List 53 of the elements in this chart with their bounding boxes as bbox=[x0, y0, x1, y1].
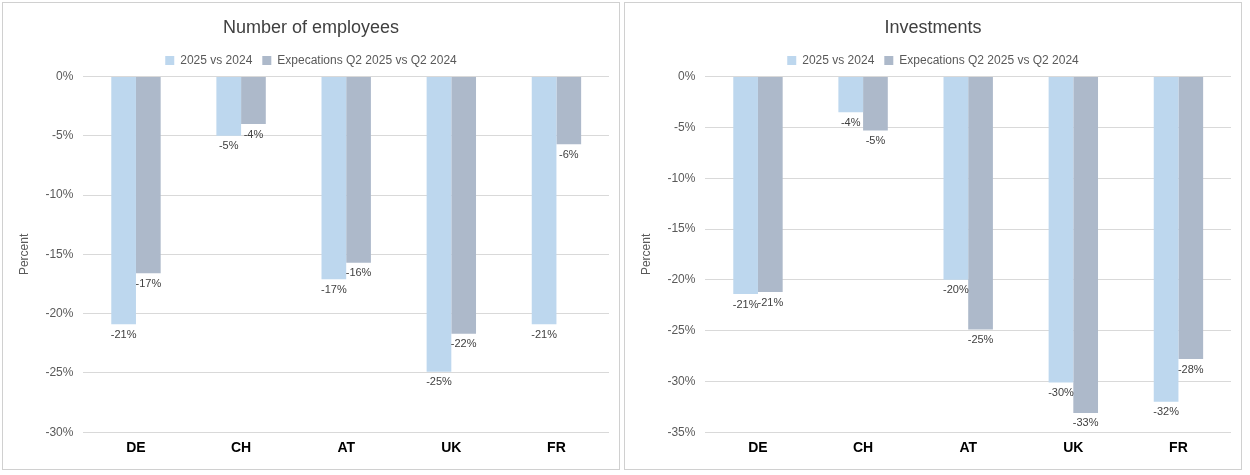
x-tick-label: FR bbox=[547, 439, 566, 456]
chart-title: Investments bbox=[884, 16, 982, 37]
legend-label: Expecations Q2 2025 vs Q2 2024 bbox=[277, 52, 458, 67]
data-label: -22% bbox=[450, 337, 477, 350]
data-label: -21% bbox=[757, 295, 784, 308]
x-tick-label: DE bbox=[748, 439, 768, 456]
y-axis-title: Percent bbox=[16, 233, 31, 276]
data-label: -17% bbox=[321, 282, 347, 295]
y-tick-label: -30% bbox=[45, 424, 74, 439]
y-tick-label: -5% bbox=[52, 128, 74, 143]
y-tick-label: -10% bbox=[667, 170, 696, 185]
y-tick-label: -30% bbox=[667, 373, 696, 388]
data-label: -20% bbox=[943, 283, 969, 296]
data-label: -5% bbox=[865, 133, 886, 146]
y-tick-label: -35% bbox=[667, 424, 696, 439]
y-tick-label: -25% bbox=[667, 322, 696, 337]
legend-label: 2025 vs 2024 bbox=[180, 52, 253, 67]
data-label: -30% bbox=[1048, 385, 1075, 398]
data-label: -32% bbox=[1153, 405, 1180, 418]
data-label: -6% bbox=[559, 147, 579, 160]
x-tick-label: UK bbox=[441, 439, 462, 456]
y-axis-title: Percent bbox=[638, 233, 653, 276]
y-tick-label: 0% bbox=[56, 68, 74, 83]
data-label: -5% bbox=[218, 139, 239, 152]
y-tick-label: -20% bbox=[667, 272, 696, 287]
chart-title: Number of employees bbox=[222, 16, 400, 37]
data-label: -33% bbox=[1072, 416, 1099, 429]
x-tick-label: FR bbox=[1169, 439, 1188, 456]
y-tick-label: -20% bbox=[45, 305, 74, 320]
x-tick-label: DE bbox=[126, 439, 146, 456]
x-tick-label: CH bbox=[852, 439, 874, 456]
y-tick-label: -15% bbox=[45, 246, 74, 261]
data-label: -28% bbox=[1177, 362, 1204, 375]
data-label: -25% bbox=[426, 375, 453, 388]
x-tick-label: AT bbox=[959, 439, 978, 456]
y-tick-label: 0% bbox=[678, 68, 696, 83]
data-label: -16% bbox=[345, 266, 372, 279]
y-tick-label: -10% bbox=[45, 187, 74, 202]
data-label: -21% bbox=[531, 327, 558, 340]
data-label: -4% bbox=[243, 127, 264, 140]
data-label: -25% bbox=[967, 333, 994, 346]
x-tick-label: AT bbox=[337, 439, 356, 456]
y-tick-label: -5% bbox=[674, 119, 696, 134]
legend-label: Expecations Q2 2025 vs Q2 2024 bbox=[899, 52, 1080, 67]
data-label: -21% bbox=[732, 297, 759, 310]
data-label: -21% bbox=[110, 327, 137, 340]
y-tick-label: -25% bbox=[45, 365, 74, 380]
legend-label: 2025 vs 2024 bbox=[802, 52, 875, 67]
data-label: -17% bbox=[135, 276, 162, 289]
x-tick-label: CH bbox=[230, 439, 252, 456]
x-tick-label: UK bbox=[1063, 439, 1084, 456]
y-tick-label: -15% bbox=[667, 221, 696, 236]
data-label: -4% bbox=[840, 115, 861, 128]
